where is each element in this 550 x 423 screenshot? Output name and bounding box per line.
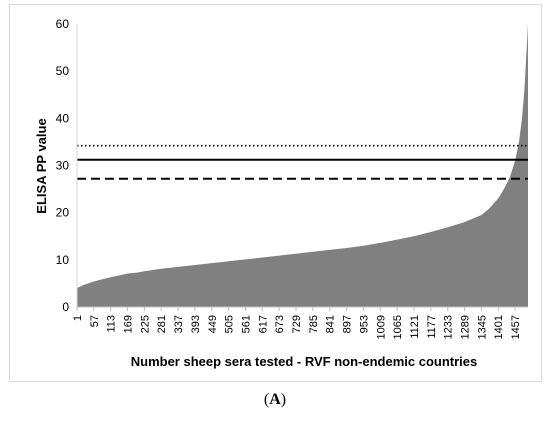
- x-tick-label: 561: [241, 315, 253, 333]
- panel-label-letter: A: [269, 391, 281, 408]
- x-tick-label: 449: [207, 315, 219, 333]
- x-tick-label: 1065: [392, 315, 404, 339]
- y-tick-label: 0: [62, 300, 69, 314]
- x-tick-label: 1289: [460, 315, 472, 339]
- x-tick-label: 1009: [375, 315, 387, 339]
- area-series-0: [77, 24, 528, 307]
- y-axis-title: ELISA PP value: [34, 118, 49, 213]
- y-tick-label: 50: [56, 64, 70, 78]
- x-tick-label: 113: [106, 315, 118, 333]
- x-tick-label: 1457: [510, 315, 522, 339]
- x-tick-label: 225: [139, 315, 151, 333]
- x-tick-label: 169: [123, 315, 135, 333]
- panel-label: (A): [0, 391, 550, 409]
- chart-frame: [9, 4, 542, 382]
- x-tick-label: 393: [190, 315, 202, 333]
- x-tick-label: 617: [257, 315, 269, 333]
- plot-area: 0 10 20 30 40 50 60 1 57 113 169 225 281 337 393 449 505…: [56, 17, 528, 339]
- x-tick-label: 337: [173, 315, 185, 333]
- x-tick-label: 953: [358, 315, 370, 333]
- x-tick-label: 729: [291, 315, 303, 333]
- x-tick-label: 897: [342, 315, 354, 333]
- x-tick-label: 841: [325, 315, 337, 333]
- y-tick-label: 30: [56, 159, 70, 173]
- panel-label-close: ): [280, 391, 287, 408]
- x-tick-label: 1345: [476, 315, 488, 339]
- x-tick-label: 673: [274, 315, 286, 333]
- x-tick-label: 1177: [426, 315, 438, 339]
- y-tick-label: 10: [56, 253, 70, 267]
- chart-svg: 0 10 20 30 40 50 60 1 57 113 169 225 281 337 393 449 505…: [34, 17, 528, 369]
- x-tick-label: 785: [308, 315, 320, 333]
- y-tick-label: 20: [56, 206, 70, 220]
- y-tick-label: 60: [56, 17, 70, 31]
- x-tick-label: 1401: [493, 315, 505, 339]
- panel-label-open: (: [263, 391, 270, 408]
- x-tick-label: 1: [72, 315, 84, 321]
- x-tick-label: 57: [89, 315, 101, 327]
- x-tick-label: 1121: [409, 315, 421, 339]
- x-axis-title: Number sheep sera tested - RVF non-endem…: [131, 354, 478, 369]
- x-tick-label: 505: [224, 315, 236, 333]
- x-tick-label: 281: [156, 315, 168, 333]
- x-tick-label: 1233: [443, 315, 455, 339]
- y-tick-label: 40: [56, 111, 70, 125]
